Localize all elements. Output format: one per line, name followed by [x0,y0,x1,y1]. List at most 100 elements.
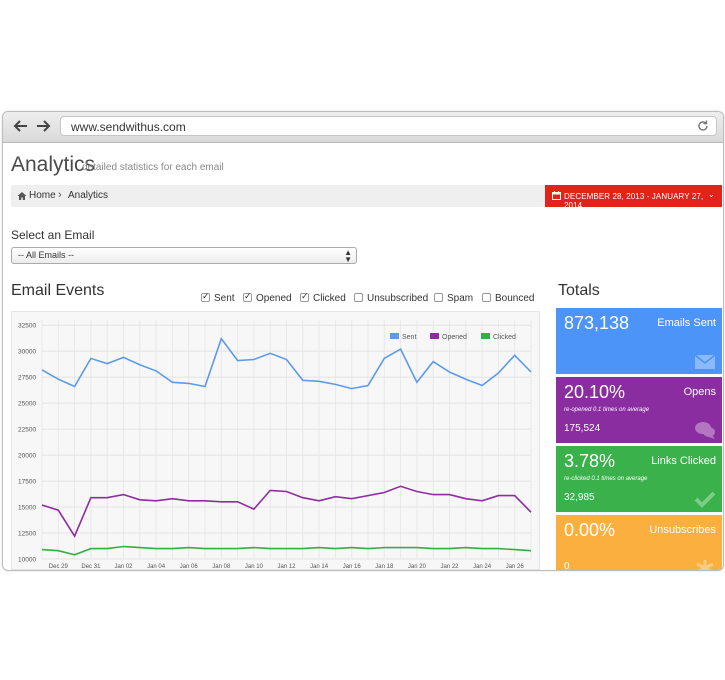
chat-bubble-icon [695,422,715,439]
page-subtitle: detailed statistics for each email [82,162,224,173]
x-tick-label: Jan 26 [506,564,525,569]
filter-unsubscribed[interactable]: Unsubscribed [354,293,428,305]
totals-title: Totals [558,282,600,299]
legend-label-sent: Sent [402,334,416,341]
tile-count: 32,985 [564,492,595,503]
y-tick-label: 12500 [18,531,36,538]
y-tick-label: 27500 [18,375,36,382]
tile-count: 0 [564,561,570,570]
x-tick-label: Dec 29 [49,564,69,569]
tile-value: 3.78% [564,451,616,471]
filter-clicked-label: Clicked [313,293,346,304]
select-arrows-icon: ▲ ▼ [344,248,352,264]
y-tick-label: 20000 [18,453,36,460]
url-text: www.sendwithus.com [71,120,186,134]
x-tick-label: Jan 16 [343,564,362,569]
breadcrumb: Home › Analytics [11,185,722,207]
x-tick-label: Jan 06 [180,564,199,569]
x-tick-label: Jan 24 [473,564,492,569]
x-tick-label: Jan 14 [310,564,329,569]
date-range-button[interactable]: DECEMBER 28, 2013 - JANUARY 27, 2014 ⌄ [545,185,722,210]
home-icon [17,192,27,200]
y-tick-label: 25000 [18,401,36,408]
x-tick-label: Jan 22 [440,564,459,569]
filter-sent-label: Sent [214,293,235,304]
tile-value: 20.10% [564,382,626,402]
back-arrow-icon[interactable] [13,118,29,134]
checkbox-bounced[interactable] [482,293,491,302]
y-tick-label: 15000 [18,505,36,512]
x-tick-label: Jan 18 [375,564,394,569]
checkbox-sent[interactable] [201,291,210,302]
filter-unsubscribed-label: Unsubscribed [367,293,429,304]
tile-label: Opens [683,386,716,398]
series-line-opened [41,485,532,538]
email-select-value: -- All Emails -- [18,250,74,260]
x-tick-label: Jan 02 [114,564,133,569]
tile-value: 873,138 [564,313,630,333]
line-chart: 10000 12500 15000 17500 20000 22500 25000 27500… [18,320,532,570]
breadcrumb-current: Analytics [68,190,109,201]
page-title: Analytics [11,153,96,176]
checkbox-clicked[interactable] [300,291,309,302]
tile-unsubscribes: 0.00% Unsubscribes 0 [556,515,722,570]
filter-bounced[interactable]: Bounced [482,293,534,305]
tile-count: 175,524 [564,423,601,434]
breadcrumb-separator: › [58,189,62,201]
asterisk-icon [696,560,714,570]
email-events-title: Email Events [11,282,105,299]
chevron-down-icon: ⌄ [708,190,715,199]
series-line-clicked [41,545,532,556]
y-tick-label: 30000 [18,349,36,356]
tile-label: Emails Sent [657,317,716,329]
tile-opens: 20.10% Opens re-opened 0.1 times on aver… [556,377,722,443]
envelope-icon [694,354,716,369]
breadcrumb-home-link[interactable]: Home [29,190,56,201]
reload-icon[interactable] [696,119,710,133]
filter-spam[interactable]: Spam [434,293,473,305]
checkbox-unsubscribed[interactable] [354,293,363,302]
address-bar[interactable]: www.sendwithus.com [60,116,717,136]
filter-opened-label: Opened [256,293,292,304]
y-tick-label: 32500 [18,323,36,330]
forward-arrow-icon[interactable] [35,118,51,134]
filter-bounced-label: Bounced [495,293,535,304]
checkbox-spam[interactable] [434,293,443,302]
tile-emails-sent: 873,138 Emails Sent [556,308,722,374]
email-events-chart: 10000 12500 15000 17500 20000 22500 25000 27500… [11,311,540,570]
calendar-icon [552,191,561,200]
y-tick-label: 22500 [18,427,36,434]
browser-toolbar: www.sendwithus.com [3,112,723,143]
legend-swatch-sent [390,333,399,339]
tile-label: Unsubscribes [649,524,716,536]
tile-subtext: re-clicked 0.1 times on average [564,476,648,482]
series-line-sent [41,337,532,390]
checkbox-opened[interactable] [243,291,252,302]
filter-clicked[interactable]: Clicked [300,291,346,305]
x-tick-label: Dec 31 [81,564,101,569]
checkmark-icon [694,491,716,508]
tile-value: 0.00% [564,520,616,540]
page-content: Analytics detailed statistics for each e… [3,143,723,570]
x-tick-label: Jan 04 [147,564,166,569]
email-select[interactable]: -- All Emails -- ▲ ▼ [11,247,357,264]
y-tick-label: 10000 [18,557,36,564]
filter-opened[interactable]: Opened [243,291,292,305]
legend-swatch-clicked [481,333,490,339]
filter-sent[interactable]: Sent [201,291,235,305]
tile-links-clicked: 3.78% Links Clicked re-clicked 0.1 times… [556,446,722,512]
y-tick-label: 17500 [18,479,36,486]
x-tick-label: Jan 08 [212,564,231,569]
x-tick-label: Jan 10 [245,564,264,569]
browser-window: www.sendwithus.com Analytics detailed st… [2,111,724,571]
x-tick-label: Jan 20 [408,564,427,569]
filter-spam-label: Spam [447,293,474,304]
tile-subtext: re-opened 0.1 times on average [564,407,650,413]
email-select-label: Select an Email [11,228,95,242]
legend-label-opened: Opened [442,334,467,341]
date-range-label: DECEMBER 28, 2013 - JANUARY 27, 2014 [564,192,704,210]
x-tick-label: Jan 12 [277,564,296,569]
legend-swatch-opened [430,333,439,339]
legend-label-clicked: Clicked [493,334,516,341]
tile-label: Links Clicked [651,455,716,467]
